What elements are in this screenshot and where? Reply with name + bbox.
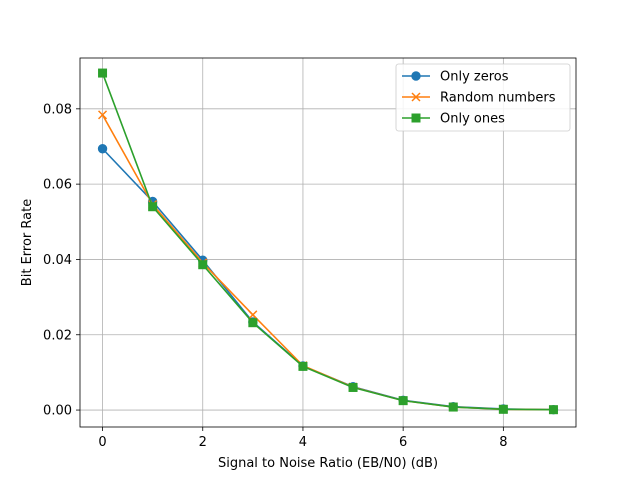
legend-entry: Only zeros xyxy=(402,70,509,85)
data-point xyxy=(298,361,308,371)
series-only-ones xyxy=(98,68,558,415)
legend-marker xyxy=(411,113,421,123)
legend-marker xyxy=(411,71,421,81)
data-point xyxy=(248,318,258,328)
legend-entry: Random numbers xyxy=(402,91,556,106)
x-tick-label: 0 xyxy=(98,435,106,450)
data-point xyxy=(248,310,258,320)
plot-frame xyxy=(79,57,577,428)
data-point xyxy=(398,396,408,406)
y-tick-label: 0.06 xyxy=(43,178,72,193)
x-tick-label: 6 xyxy=(399,435,407,450)
data-point xyxy=(148,202,158,212)
y-axis-label: Bit Error Rate xyxy=(20,199,35,286)
legend-label: Only ones xyxy=(440,112,505,127)
data-point xyxy=(348,382,358,392)
legend-entry: Only ones xyxy=(402,112,505,127)
legend: Only zeros Random numbers Only ones xyxy=(395,63,571,132)
y-tick-label: 0.08 xyxy=(43,102,72,117)
x-tick-label: 8 xyxy=(499,435,507,450)
y-tick-label: 0.04 xyxy=(43,253,72,268)
y-tick-label: 0.02 xyxy=(43,328,72,343)
series-line xyxy=(101,72,554,411)
data-point xyxy=(548,405,558,415)
ticks: 0 2 4 6 8 0.00 0.02 0.04 0.06 0.08 xyxy=(43,102,507,450)
y-tick-label: 0.00 xyxy=(43,404,72,419)
data-point xyxy=(97,144,108,154)
data-point xyxy=(98,110,108,120)
legend-box xyxy=(395,63,571,132)
series-group xyxy=(97,68,559,415)
x-axis-label: Signal to Noise Ratio (EB/N0) (dB) xyxy=(218,456,438,471)
legend-marker xyxy=(411,92,421,102)
x-tick-label: 2 xyxy=(199,435,207,450)
data-point xyxy=(98,68,108,78)
data-point xyxy=(448,402,458,412)
legend-label: Only zeros xyxy=(440,70,509,85)
data-point xyxy=(498,404,508,414)
x-tick-label: 4 xyxy=(299,435,307,450)
data-point xyxy=(198,260,208,270)
legend-label: Random numbers xyxy=(440,91,556,106)
